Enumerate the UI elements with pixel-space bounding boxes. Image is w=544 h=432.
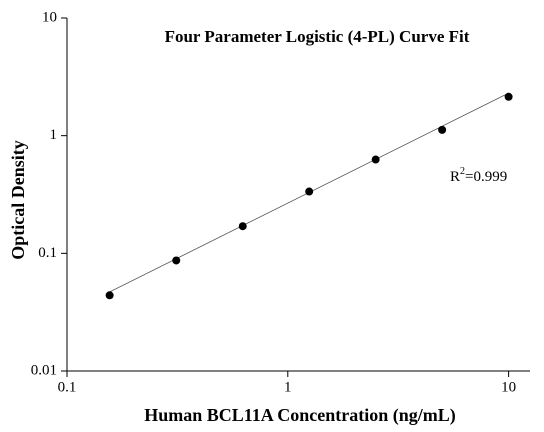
data-point (105, 291, 114, 300)
y-tick-label: 0.1 (38, 245, 57, 261)
data-point (305, 187, 314, 196)
data-point (504, 92, 513, 101)
x-tick-label: 10 (501, 379, 516, 395)
data-point (438, 125, 447, 134)
y-tick-label: 1 (50, 127, 58, 143)
x-axis-label: Human BCL11A Concentration (ng/mL) (144, 405, 456, 426)
annotation: R2=0.999 (450, 166, 507, 185)
annotation-base: R (450, 169, 460, 185)
data-point (238, 222, 247, 231)
y-tick-label: 10 (42, 9, 57, 25)
annotation-sup: 2 (460, 166, 465, 177)
y-axis-label: Optical Density (8, 140, 28, 260)
annotation-rest: =0.999 (465, 169, 507, 185)
data-point (371, 155, 380, 164)
x-tick-label: 1 (284, 379, 292, 395)
data-point (172, 256, 181, 265)
chart-title: Four Parameter Logistic (4-PL) Curve Fit (165, 27, 470, 46)
x-tick-label: 0.1 (58, 379, 77, 395)
y-tick-label: 0.01 (31, 362, 57, 378)
